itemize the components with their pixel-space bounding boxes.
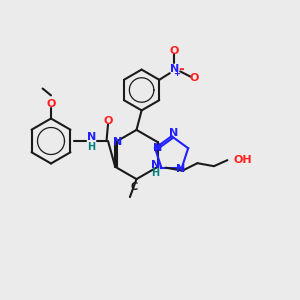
Text: OH: OH	[233, 155, 252, 165]
Text: O: O	[189, 73, 199, 83]
Text: N: N	[87, 131, 96, 142]
Text: C: C	[130, 182, 138, 192]
Text: N: N	[151, 160, 160, 170]
Text: O: O	[169, 46, 179, 56]
Text: H: H	[87, 142, 96, 152]
Text: O: O	[103, 116, 113, 126]
Text: N: N	[169, 128, 178, 138]
Text: +: +	[173, 69, 180, 78]
Text: -: -	[178, 62, 184, 76]
Text: N: N	[113, 137, 122, 147]
Text: N: N	[176, 164, 185, 174]
Text: O: O	[46, 99, 56, 110]
Text: N: N	[169, 64, 179, 74]
Text: N: N	[153, 143, 163, 153]
Text: H: H	[151, 168, 160, 178]
